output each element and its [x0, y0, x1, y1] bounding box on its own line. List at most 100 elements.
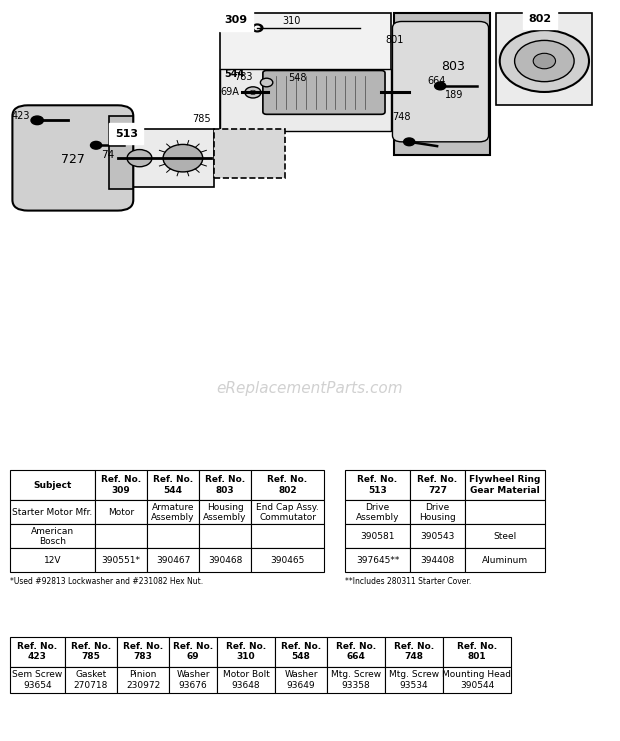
Text: eReplacementParts.com: eReplacementParts.com [216, 382, 404, 396]
Text: 544: 544 [224, 69, 245, 79]
Text: 390543: 390543 [420, 532, 454, 541]
Bar [443, 667, 511, 693]
Bar [345, 525, 410, 548]
Text: Ref. No.
748: Ref. No. 748 [394, 642, 434, 662]
Text: Flywheel Ring
Gear Material: Flywheel Ring Gear Material [469, 476, 541, 495]
FancyBboxPatch shape [392, 21, 489, 142]
Bar [465, 470, 545, 500]
Bar [410, 525, 465, 548]
Text: Gasket
270718: Gasket 270718 [74, 670, 108, 690]
Text: Ref. No.
548: Ref. No. 548 [281, 642, 321, 662]
Bar [410, 500, 465, 525]
Text: 397645**: 397645** [356, 556, 399, 565]
Bar [112, 129, 214, 187]
Circle shape [515, 41, 574, 82]
Bar [251, 525, 324, 548]
Circle shape [435, 82, 446, 90]
Bar [169, 667, 217, 693]
Bar [465, 500, 545, 525]
Circle shape [404, 138, 415, 146]
Text: End Cap Assy.
Commutator: End Cap Assy. Commutator [256, 502, 319, 522]
Bar [345, 548, 410, 573]
Text: 189: 189 [445, 90, 464, 101]
Bar [10, 470, 95, 500]
Text: Ref. No.
664: Ref. No. 664 [336, 642, 376, 662]
Text: Starter Motor Mfr.: Starter Motor Mfr. [12, 508, 92, 516]
Bar [147, 470, 199, 500]
Text: 664: 664 [428, 76, 446, 86]
Text: Washer
93649: Washer 93649 [284, 670, 317, 690]
Bar [10, 525, 95, 548]
Bar [199, 500, 251, 525]
Bar [275, 637, 327, 667]
Bar [217, 667, 275, 693]
Bar [251, 500, 324, 525]
Text: Mtg. Screw
93358: Mtg. Screw 93358 [331, 670, 381, 690]
FancyBboxPatch shape [263, 70, 385, 114]
Circle shape [31, 116, 43, 124]
Text: Ref. No.
727: Ref. No. 727 [417, 476, 458, 495]
Circle shape [91, 142, 102, 149]
Circle shape [533, 53, 556, 69]
Bar [10, 667, 65, 693]
Text: 69A: 69A [221, 87, 239, 97]
Text: 394408: 394408 [420, 556, 454, 565]
Circle shape [245, 87, 261, 98]
Bar [95, 525, 147, 548]
Bar [10, 548, 95, 573]
Bar [327, 667, 385, 693]
Text: Ref. No.
309: Ref. No. 309 [101, 476, 141, 495]
Bar [275, 667, 327, 693]
Text: 548: 548 [288, 73, 307, 83]
Text: 802: 802 [528, 14, 551, 24]
Circle shape [260, 79, 273, 87]
Bar [385, 667, 443, 693]
Polygon shape [214, 129, 285, 179]
Bar [95, 500, 147, 525]
Text: Subject: Subject [33, 481, 72, 490]
Text: Motor: Motor [108, 508, 134, 516]
Polygon shape [394, 13, 490, 155]
Text: 12V: 12V [44, 556, 61, 565]
Bar [443, 637, 511, 667]
Bar [410, 548, 465, 573]
Text: 513: 513 [115, 129, 138, 139]
Text: *Used #92813 Lockwasher and #231082 Hex Nut.: *Used #92813 Lockwasher and #231082 Hex … [10, 577, 203, 586]
Circle shape [127, 150, 152, 167]
Text: Washer
93676: Washer 93676 [176, 670, 210, 690]
Bar [147, 500, 199, 525]
Bar [10, 500, 95, 525]
Circle shape [250, 90, 256, 95]
Text: 390467: 390467 [156, 556, 190, 565]
Text: 310: 310 [282, 16, 301, 26]
Bar [327, 637, 385, 667]
Circle shape [163, 144, 203, 172]
Bar [345, 470, 410, 500]
Bar [95, 470, 147, 500]
Text: Mtg. Screw
93534: Mtg. Screw 93534 [389, 670, 439, 690]
Text: Ref. No.
803: Ref. No. 803 [205, 476, 245, 495]
Bar [217, 637, 275, 667]
Bar [65, 667, 117, 693]
Bar [465, 548, 545, 573]
Text: American
Bosch: American Bosch [31, 527, 74, 546]
Bar [496, 13, 592, 105]
Text: Ref. No.
801: Ref. No. 801 [457, 642, 497, 662]
Text: Sem Screw
93654: Sem Screw 93654 [12, 670, 63, 690]
Bar [251, 470, 324, 500]
Bar [345, 500, 410, 525]
Text: 74: 74 [101, 150, 114, 160]
Text: 390465: 390465 [270, 556, 304, 565]
Circle shape [255, 26, 260, 30]
Bar [95, 548, 147, 573]
Text: 803: 803 [441, 60, 464, 73]
Bar [220, 13, 391, 131]
Bar [147, 548, 199, 573]
Bar [410, 470, 465, 500]
Bar [251, 548, 324, 573]
Text: Steel: Steel [494, 532, 516, 541]
Text: Ref. No.
802: Ref. No. 802 [267, 476, 308, 495]
Text: Ref. No.
423: Ref. No. 423 [17, 642, 58, 662]
Text: Drive
Assembly: Drive Assembly [356, 502, 399, 522]
Bar [199, 470, 251, 500]
